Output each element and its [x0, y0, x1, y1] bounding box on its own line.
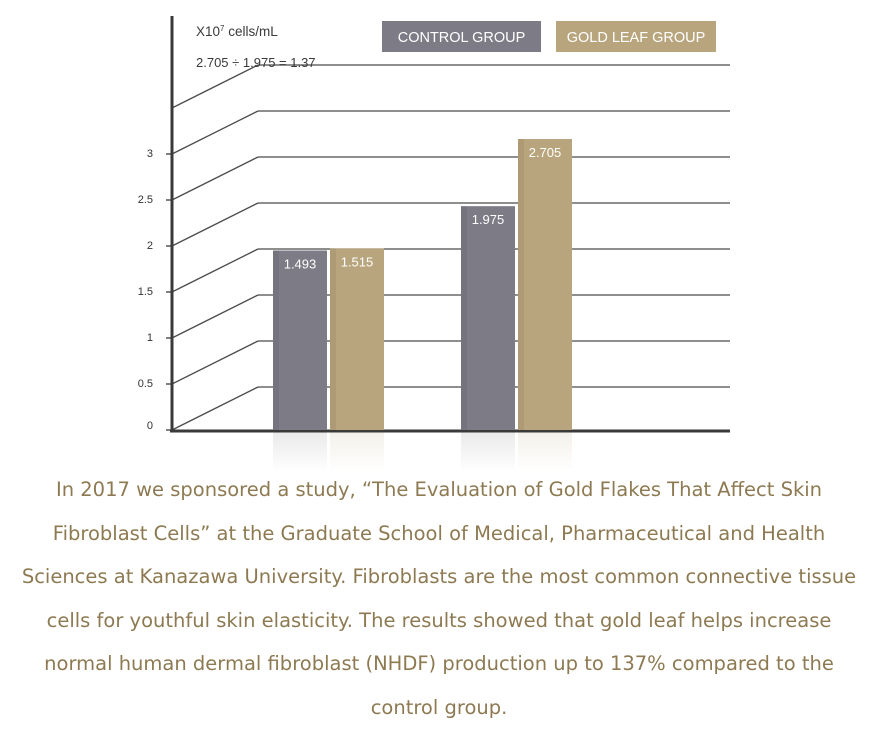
bar-value-label: 2.705	[529, 145, 562, 160]
y-ticks: 0 0.5 1 1.5 2 2.5 3	[138, 148, 172, 432]
gridline-diagonal	[171, 64, 259, 109]
unit-label: X107 cells/mL	[196, 24, 278, 39]
legend-swatch-control	[382, 21, 541, 52]
bar-shading	[518, 139, 524, 430]
bar-shading	[461, 206, 467, 430]
bars	[273, 139, 572, 430]
legend-label-control: CONTROL GROUP	[398, 30, 526, 46]
legend-label-gold-leaf: GOLD LEAF GROUP	[567, 30, 706, 46]
y-tick-label: 1	[147, 332, 153, 344]
bar-value-label: 1.515	[341, 254, 374, 269]
y-tick-label: 0	[147, 420, 153, 432]
y-tick-label: 2	[147, 240, 153, 252]
gridline-diagonal	[171, 340, 259, 385]
gridline-diagonal	[171, 110, 259, 155]
bar-shading	[330, 248, 336, 430]
bar-shading	[273, 250, 279, 430]
gridline-diagonal	[171, 202, 259, 247]
bar-value-labels: 1.493 1.975 1.515 2.705	[284, 145, 562, 272]
gridline-diagonal	[171, 386, 259, 431]
bar-value-label: 1.493	[284, 257, 317, 272]
gridlines	[171, 64, 730, 431]
axes	[170, 16, 730, 433]
reflection-fade	[170, 432, 740, 470]
y-tick-label: 0.5	[138, 378, 153, 390]
bar-gold-leaf	[518, 139, 572, 430]
bar-value-label: 1.975	[472, 212, 505, 227]
ratio-annotation: 2.705 ÷ 1.975 = 1.37	[196, 55, 316, 70]
gridline-diagonal	[171, 248, 259, 293]
y-tick-label: 3	[147, 148, 153, 160]
bar-control	[461, 206, 515, 430]
bar-gold-leaf	[330, 248, 384, 430]
study-caption: In 2017 we sponsored a study, “The Evalu…	[21, 478, 857, 719]
legend-swatch-gold-leaf	[556, 21, 716, 52]
y-tick-label: 1.5	[138, 286, 153, 298]
bar-control	[273, 250, 327, 430]
y-tick-label: 2.5	[138, 194, 153, 206]
bar-chart: 0 0.5 1 1.5 2 2.5 3 1.493 1.975 1.515 2.705 X107 …	[138, 16, 740, 470]
gridline-diagonal	[171, 294, 259, 339]
legend: CONTROL GROUP GOLD LEAF GROUP	[382, 21, 716, 52]
gridline-diagonal	[171, 156, 259, 201]
